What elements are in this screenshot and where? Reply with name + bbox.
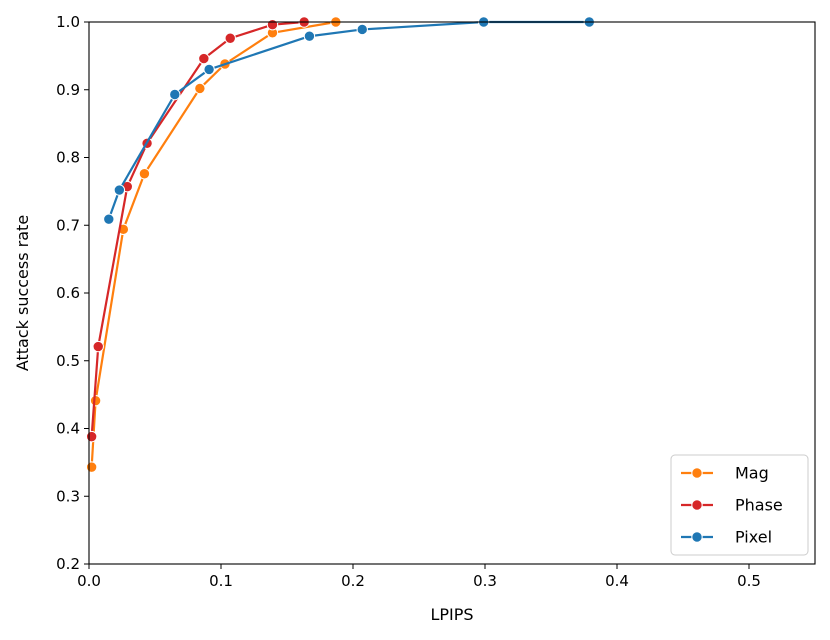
- data-point-pixel: [103, 213, 115, 225]
- x-tick-label: 0.1: [209, 572, 233, 590]
- data-point-mag: [138, 168, 151, 180]
- legend-marker: [691, 531, 703, 543]
- series-pixel: [103, 16, 595, 225]
- data-point-mag: [85, 461, 98, 473]
- x-tick-label: 0.3: [473, 572, 497, 590]
- y-tick-label: 0.6: [56, 284, 80, 302]
- data-point-phase: [224, 32, 236, 44]
- legend-label: Mag: [735, 464, 769, 483]
- y-tick-label: 0.9: [56, 81, 80, 99]
- y-tick-label: 0.4: [56, 420, 80, 438]
- x-tick-label: 0.0: [77, 572, 101, 590]
- data-point-phase: [198, 52, 210, 65]
- data-point-phase: [92, 340, 104, 353]
- data-point-pixel: [203, 63, 215, 76]
- series-line-phase: [90, 20, 305, 437]
- y-tick-label: 0.5: [56, 352, 80, 370]
- data-point-phase: [266, 19, 279, 31]
- legend-box: [670, 454, 809, 556]
- legend-item-mag: Mag: [681, 464, 769, 483]
- data-point-pixel: [303, 30, 316, 42]
- data-point-pixel: [169, 88, 181, 101]
- y-tick-label: 0.8: [56, 149, 80, 167]
- y-tick-label: 0.7: [56, 216, 80, 234]
- legend-marker: [691, 499, 703, 511]
- x-axis: 0.0 0.1 0.2 0.3 0.4 0.5: [77, 564, 761, 590]
- data-point-phase: [85, 430, 98, 443]
- y-tick-label: 0.2: [56, 555, 80, 573]
- x-tick-label: 0.5: [737, 572, 761, 590]
- series-line-pixel: [107, 20, 590, 220]
- data-point-pixel: [356, 23, 368, 36]
- legend-item-phase: Phase: [681, 496, 783, 515]
- series-line-mag: [90, 20, 337, 468]
- x-tick-label: 0.4: [605, 572, 629, 590]
- y-tick-label: 1.0: [56, 13, 80, 31]
- legend-marker: [691, 467, 703, 479]
- y-tick-label: 0.3: [56, 487, 80, 505]
- y-axis-title: Attack success rate: [13, 215, 32, 371]
- legend-label: Phase: [735, 496, 783, 515]
- legend: Mag Phase Pixel: [670, 454, 809, 556]
- x-axis-title: LPIPS: [430, 605, 473, 624]
- data-point-mag: [194, 82, 206, 95]
- x-tick-label: 0.2: [341, 572, 365, 590]
- data-point-pixel: [113, 184, 126, 196]
- y-axis: 0.2 0.3 0.4 0.5 0.6 0.7 0.8 0.9 1.0: [56, 13, 89, 573]
- legend-label: Pixel: [735, 528, 772, 547]
- legend-item-pixel: Pixel: [681, 528, 772, 547]
